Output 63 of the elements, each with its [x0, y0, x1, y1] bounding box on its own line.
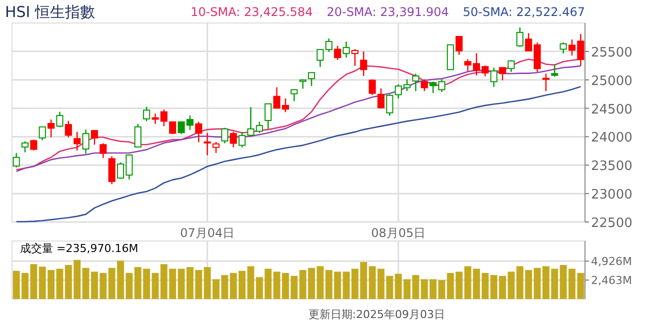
candlestick	[386, 94, 394, 116]
candlestick	[316, 48, 324, 68]
line-series	[16, 86, 582, 222]
candlestick	[108, 156, 116, 185]
candlestick	[560, 42, 567, 54]
candlestick	[48, 118, 55, 138]
bar	[247, 266, 254, 299]
chart-title: 成交量 =235,970.16M	[20, 242, 138, 255]
candlestick	[325, 38, 332, 52]
bar	[534, 268, 541, 299]
x-tick-label: 08月05日	[371, 226, 426, 240]
candlestick	[82, 128, 90, 154]
candlestick	[90, 129, 98, 146]
candlestick	[56, 111, 64, 128]
y-tick-label: 24500	[591, 102, 632, 118]
candlestick	[456, 36, 463, 56]
text: 50-SMA: 22,522.467	[462, 5, 585, 19]
candlestick	[38, 126, 46, 141]
text: 20-SMA: 23,391.904	[326, 5, 449, 19]
x-tick-label: 07月04日	[180, 226, 235, 240]
candlestick	[21, 140, 29, 153]
y-tick-label: 4,926M	[591, 255, 632, 268]
y-tick-label: 25500	[591, 45, 632, 60]
candlestick	[30, 139, 38, 151]
candlestick	[420, 78, 428, 92]
candlestick	[551, 64, 558, 78]
candlestick	[134, 123, 142, 148]
candlestick	[368, 78, 376, 96]
candlestick	[516, 26, 524, 48]
y-tick-label: 22500	[591, 216, 632, 231]
bar	[342, 272, 350, 299]
candlestick	[74, 131, 81, 152]
y-tick-label: 24000	[591, 130, 632, 146]
chart-title: HSI 恒生指數	[5, 3, 95, 21]
bar	[56, 268, 64, 299]
candlestick	[308, 72, 316, 87]
candlestick	[490, 66, 498, 88]
candlestick	[230, 131, 237, 148]
candlestick	[143, 106, 150, 122]
candlestick	[204, 132, 211, 156]
candlestick	[360, 50, 368, 77]
y-tick-label: 23000	[591, 188, 632, 203]
candlestick	[212, 141, 220, 154]
candlestick	[290, 89, 298, 102]
candlestick	[334, 45, 342, 60]
candlestick	[412, 73, 420, 92]
candlestick	[169, 121, 176, 135]
bar	[152, 272, 159, 299]
text: 更新日期:2025年09月03日	[308, 308, 445, 321]
candlestick	[64, 120, 72, 138]
bar	[438, 280, 446, 299]
candlestick	[377, 88, 385, 110]
candlestick	[195, 121, 202, 143]
y-tick-label: 2,463M	[591, 274, 632, 288]
y-tick-label: 25000	[591, 74, 632, 89]
candlestick	[498, 66, 506, 81]
candlestick	[100, 142, 107, 159]
y-tick-label: 23500	[591, 159, 632, 174]
candlestick	[221, 127, 228, 144]
text: 10-SMA: 23,425.584	[190, 5, 313, 19]
candlestick	[508, 60, 515, 73]
candlestick	[542, 73, 550, 92]
candlestick	[264, 103, 272, 130]
